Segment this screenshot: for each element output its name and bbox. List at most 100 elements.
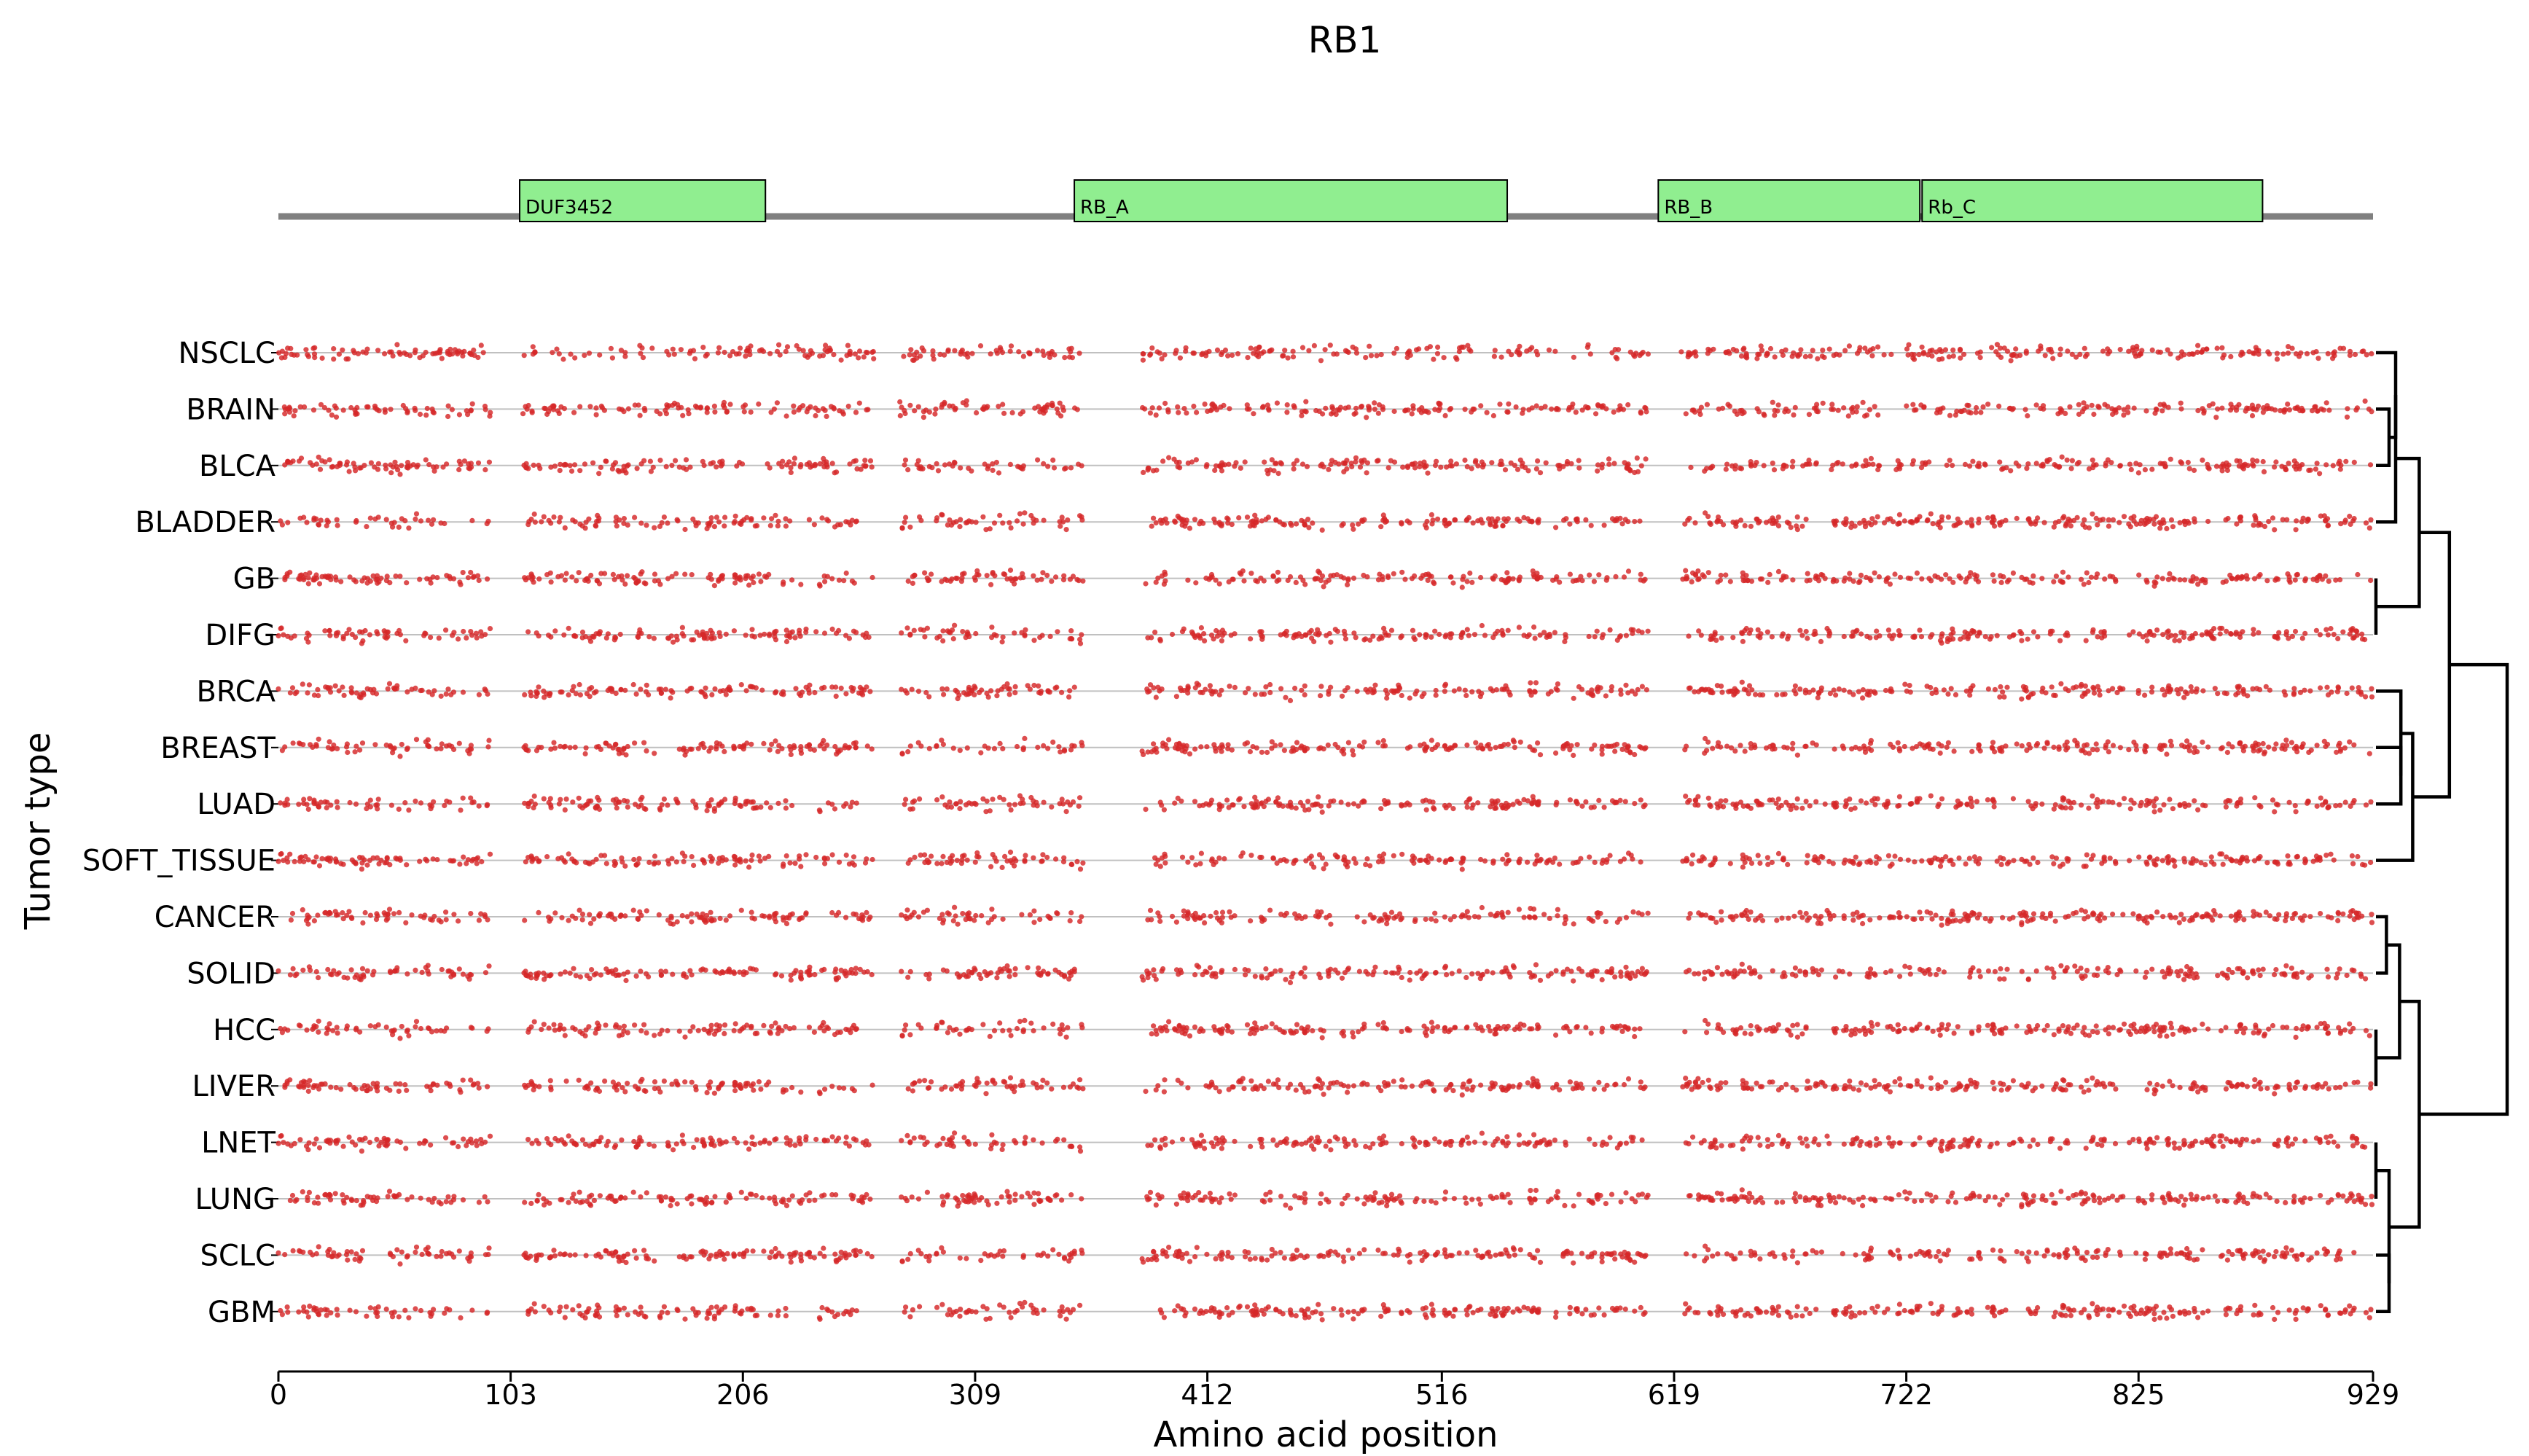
mutation-point <box>1299 517 1305 523</box>
mutation-point <box>740 404 746 410</box>
mutation-point <box>853 630 859 635</box>
mutation-point <box>964 745 970 751</box>
mutation-point <box>734 463 740 469</box>
mutation-point <box>1587 572 1592 578</box>
mutation-point <box>664 348 670 354</box>
mutation-point <box>1192 799 1198 805</box>
y-tick-label: SOLID <box>187 957 275 990</box>
mutation-point <box>2294 571 2300 578</box>
mutation-point <box>708 571 714 577</box>
mutation-point <box>1769 634 1775 640</box>
mutation-point <box>1924 684 1930 689</box>
mutation-point <box>622 687 628 693</box>
mutation-point <box>1772 407 1778 413</box>
mutation-point <box>841 578 847 584</box>
mutation-point <box>1552 630 1557 635</box>
y-tick-label: CANCER <box>155 901 275 934</box>
mutation-point <box>670 689 676 695</box>
mutation-point <box>1232 463 1238 469</box>
mutation-point <box>404 464 410 471</box>
mutation-point <box>864 350 870 356</box>
mutation-point <box>1969 748 1975 754</box>
y-tick-label: NSCLC <box>179 337 275 370</box>
mutation-point <box>793 686 799 692</box>
mutation-point <box>637 412 643 418</box>
mutation-point <box>899 525 905 531</box>
mutation-point <box>1412 465 1418 471</box>
mutation-point <box>2086 579 2092 586</box>
mutation-point <box>647 458 654 464</box>
y-tick-label: BLCA <box>199 450 276 483</box>
mutation-point <box>1166 737 1172 743</box>
mutation-point <box>2337 466 2343 472</box>
mutation-point <box>1281 748 1287 754</box>
mutation-point <box>1159 573 1165 579</box>
mutation-point <box>1738 353 1745 359</box>
mutation-point <box>461 628 466 635</box>
mutation-point <box>1514 466 1521 472</box>
mutation-point <box>1404 351 1410 356</box>
mutation-point <box>1488 522 1493 528</box>
mutation-point <box>1920 351 1926 357</box>
mutation-point <box>1527 347 1533 353</box>
mutation-point <box>704 635 710 641</box>
mutation-point <box>1190 351 1196 356</box>
mutation-point <box>1435 516 1441 522</box>
mutation-point <box>1364 574 1370 580</box>
mutation-point <box>456 412 463 418</box>
mutation-point <box>1299 409 1305 415</box>
mutation-point <box>832 524 838 530</box>
mutation-point <box>2228 353 2234 359</box>
mutation-point <box>574 578 579 584</box>
mutation-point <box>705 800 711 806</box>
mutation-point <box>397 574 403 579</box>
mutation-point <box>1332 459 1338 466</box>
mutation-point <box>362 627 368 634</box>
mutation-point <box>278 800 284 806</box>
mutation-point <box>1719 689 1725 695</box>
mutation-point <box>1450 806 1456 812</box>
mutation-point <box>2224 460 2229 466</box>
mutation-point <box>870 348 876 355</box>
mutation-point <box>1345 582 1351 588</box>
mutation-point <box>2090 684 2096 691</box>
mutation-point <box>1428 512 1434 518</box>
mutation-point <box>710 460 716 466</box>
mutation-point <box>1813 460 1819 466</box>
mutation-point <box>1422 464 1428 470</box>
mutation-point <box>2254 458 2260 464</box>
mutation-point <box>2318 685 2323 691</box>
mutation-point <box>1913 407 1919 413</box>
mutation-point <box>2159 408 2165 414</box>
mutation-point <box>843 519 849 525</box>
mutation-point <box>1281 353 1286 359</box>
mutation-point <box>2022 576 2028 582</box>
mutation-point <box>2237 458 2243 464</box>
mutation-point <box>591 634 597 640</box>
mutation-point <box>544 411 550 418</box>
mutation-point <box>1145 467 1151 473</box>
mutation-point <box>413 737 420 743</box>
mutation-point <box>2167 571 2173 577</box>
mutation-point <box>558 797 563 802</box>
mutation-point <box>613 519 619 525</box>
mutation-point <box>582 751 588 756</box>
mutation-point <box>1162 578 1168 584</box>
mutation-point <box>1783 347 1789 353</box>
mutation-point <box>819 515 825 521</box>
mutation-point <box>1285 355 1291 361</box>
mutation-point <box>1902 681 1908 687</box>
mutation-point <box>1290 348 1296 354</box>
mutation-point <box>1719 405 1726 411</box>
mutation-point <box>2272 527 2278 533</box>
mutation-point <box>1939 640 1944 646</box>
mutation-point <box>579 523 585 529</box>
mutation-point <box>904 625 910 631</box>
mutation-point <box>2367 462 2374 468</box>
mutation-point <box>1446 747 1452 753</box>
mutation-point <box>2238 576 2244 582</box>
mutation-point <box>1291 461 1297 467</box>
mutation-point <box>2242 461 2248 467</box>
mutation-point <box>1958 636 1963 642</box>
mutation-point <box>1299 345 1306 351</box>
